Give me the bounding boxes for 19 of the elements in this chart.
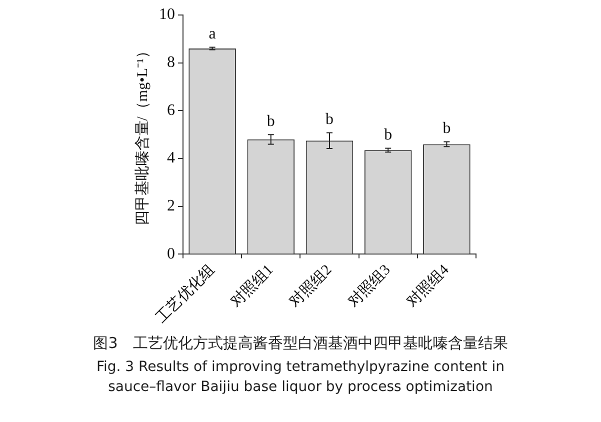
y-tick-label: 0 xyxy=(167,245,175,262)
x-tick-label: 对照组1 xyxy=(227,261,277,310)
y-tick-label: 6 xyxy=(167,102,175,119)
y-axis-title: 四甲基吡嗪含量/（mg•L⁻¹） xyxy=(134,43,151,226)
annotation: a xyxy=(208,26,216,42)
text: Fig. 3 Results of improving tetramethylpyrazine content in sauce–flavor Baijiu base liquor by process optimization xyxy=(95,358,506,397)
text: 图3 工艺优化方式提高酱香型白酒基酒中四甲基吡嗪含量结果 xyxy=(92,334,509,353)
x-tick-label: 对照组2 xyxy=(286,261,336,310)
annotation: b xyxy=(442,120,451,137)
y-tick-label: 10 xyxy=(159,6,175,24)
y-tick-label: 8 xyxy=(167,54,175,72)
annotation: b xyxy=(266,112,275,130)
y-tick-label: 4 xyxy=(167,150,175,167)
annotation: b xyxy=(326,110,334,128)
x-tick-label: 工艺优化组 xyxy=(152,261,218,326)
annotation: b xyxy=(384,126,392,144)
x-tick-label: 对照组3 xyxy=(344,261,394,310)
y-tick-label: 2 xyxy=(167,198,175,215)
x-tick-label: 对照组4 xyxy=(403,260,453,310)
